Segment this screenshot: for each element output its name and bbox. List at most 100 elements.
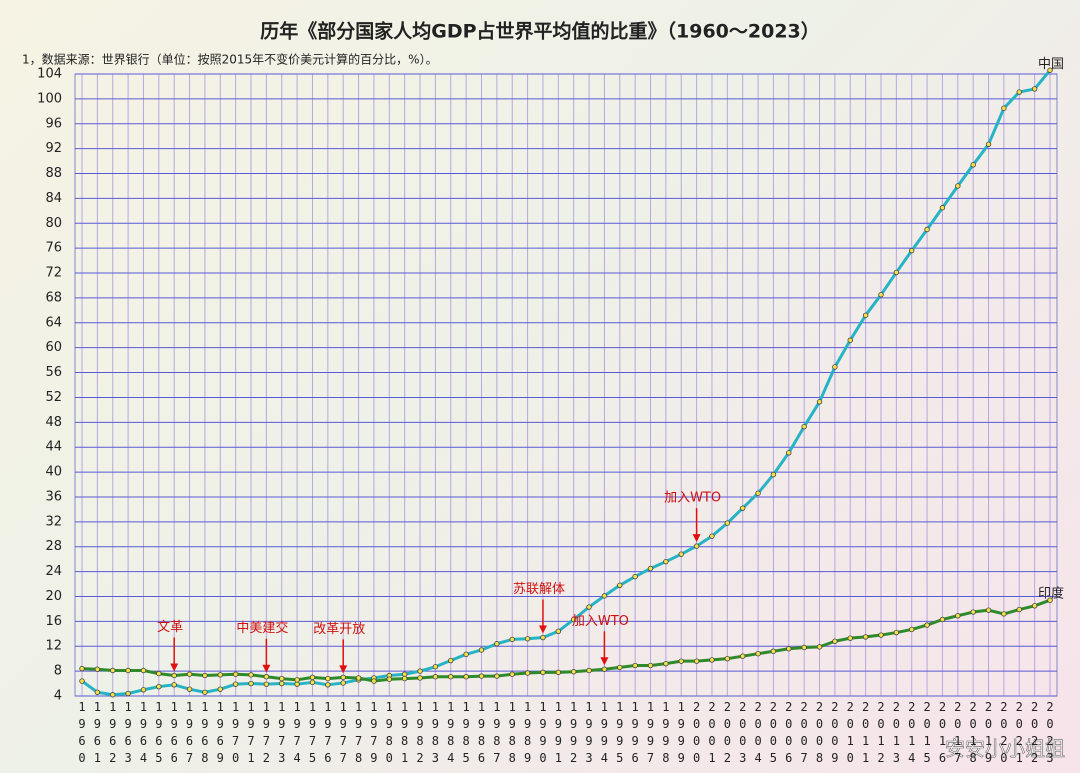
point [325, 675, 331, 682]
point [340, 674, 346, 681]
point [386, 676, 393, 682]
x-tick-label: 1965 [151, 700, 166, 768]
point [1047, 597, 1053, 603]
x-tick-label: 1989 [520, 700, 535, 768]
point [955, 183, 961, 189]
series-line [81, 598, 1051, 683]
y-tick-label: 68 [45, 290, 62, 305]
x-tick-label: 2002 [720, 700, 735, 768]
point [79, 665, 85, 672]
point [939, 205, 946, 211]
point [862, 634, 869, 640]
point [832, 638, 838, 644]
x-tick-label: 1963 [121, 700, 136, 768]
point [202, 672, 208, 679]
x-tick-label: 2021 [1012, 700, 1027, 768]
point [156, 670, 162, 677]
point [432, 664, 439, 670]
chart-subtitle: 1，数据来源：世界银行（单位：按照2015年不变价美元计算的百分比，%）。 [22, 52, 438, 67]
x-tick-label: 1961 [90, 700, 105, 768]
point [893, 629, 900, 636]
x-tick-label: 1968 [197, 700, 212, 768]
point [217, 686, 223, 692]
point [939, 616, 946, 623]
x-tick-label: 2009 [827, 700, 842, 768]
point [171, 672, 177, 679]
x-tick-label: 2016 [935, 700, 950, 768]
point [110, 692, 116, 698]
x-tick-label: 1995 [612, 700, 627, 768]
point [232, 671, 239, 677]
point [1001, 611, 1007, 617]
point [878, 292, 884, 298]
point [632, 662, 638, 669]
annotation: 改革开放 [313, 622, 365, 637]
point [801, 423, 807, 430]
x-tick-label: 2010 [843, 700, 858, 768]
point [110, 667, 116, 674]
point [478, 647, 485, 653]
point [724, 520, 731, 526]
x-tick-label: 2007 [797, 700, 812, 768]
y-tick-label: 84 [45, 191, 62, 206]
plot-area [74, 73, 1058, 697]
y-tick-label: 36 [45, 489, 62, 504]
x-tick-label: 1970 [228, 700, 243, 768]
point [770, 648, 777, 654]
x-tick-label: 1998 [658, 700, 673, 768]
y-tick-label: 28 [45, 539, 62, 554]
y-tick-label: 92 [45, 141, 62, 156]
point [417, 675, 423, 681]
point [524, 670, 531, 676]
point [786, 646, 792, 652]
x-tick-label: 1984 [443, 700, 458, 768]
point [739, 505, 746, 511]
point [647, 662, 654, 669]
x-tick-label: 2018 [966, 700, 981, 768]
x-tick-label: 2006 [781, 700, 796, 768]
point [878, 632, 884, 638]
x-tick-label: 2000 [689, 700, 704, 768]
point [540, 634, 546, 641]
point [186, 671, 193, 677]
point [279, 675, 285, 682]
point [355, 675, 362, 681]
x-tick-label: 2011 [858, 700, 873, 768]
point [125, 690, 131, 697]
point [647, 565, 654, 572]
point [478, 673, 485, 679]
point [540, 669, 546, 676]
x-tick-label: 1962 [105, 700, 120, 768]
y-tick-label: 24 [45, 564, 62, 579]
annotation: 加入WTO [572, 614, 629, 629]
y-tick-label: 52 [45, 390, 62, 405]
x-tick-label: 2014 [904, 700, 919, 768]
annotation-arrowhead [600, 657, 609, 666]
x-tick-label: 1999 [674, 700, 689, 768]
point [1031, 86, 1038, 92]
x-tick-label: 1971 [244, 700, 259, 768]
point [156, 683, 162, 690]
point [263, 681, 270, 687]
point [924, 226, 930, 233]
point [847, 337, 853, 343]
watermark: 安安小小姐姐 [945, 737, 1065, 761]
point [739, 653, 746, 659]
x-tick-label: 2008 [812, 700, 827, 768]
x-tick-label: 2019 [981, 700, 996, 768]
y-tick-label: 56 [45, 365, 62, 380]
point [909, 626, 915, 633]
point [463, 651, 469, 658]
y-tick-label: 20 [45, 589, 62, 604]
point [448, 674, 454, 680]
point [832, 364, 838, 370]
x-tick-label: 1977 [336, 700, 351, 768]
point [970, 609, 976, 615]
x-tick-label: 2005 [766, 700, 781, 768]
point [678, 551, 684, 557]
point [909, 247, 915, 254]
point [632, 573, 638, 580]
x-tick-label: 1969 [213, 700, 228, 768]
point [801, 644, 807, 651]
y-tick-label: 60 [45, 340, 62, 355]
